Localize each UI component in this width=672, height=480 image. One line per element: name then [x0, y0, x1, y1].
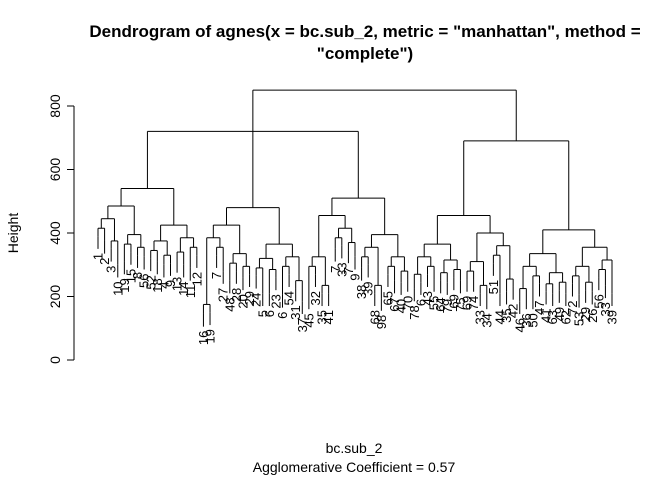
- leaf-labels: 1231019158565218491314111216197274828202…: [91, 253, 620, 345]
- leaf-label: 48: [222, 297, 237, 311]
- leaf-label: 64: [433, 297, 448, 311]
- y-tick-label-200: 200: [47, 285, 63, 309]
- leaf-label: 39: [605, 310, 620, 324]
- leaf-label: 37: [295, 318, 310, 332]
- leaf-label: 35: [499, 308, 514, 322]
- leaf-label: 28: [229, 288, 244, 302]
- leaf-label: 13: [170, 277, 185, 291]
- leaf-label: 35: [315, 310, 330, 324]
- leaf-label: 62: [558, 310, 573, 324]
- leaf-label: 56: [591, 294, 606, 308]
- leaf-label: 41: [321, 310, 336, 324]
- leaf-label: 31: [288, 305, 303, 319]
- leaf-label: 38: [354, 285, 369, 299]
- chart-title-line1: Dendrogram of agnes(x = bc.sub_2, metric…: [89, 22, 640, 41]
- leaf-label: 5: [255, 310, 270, 317]
- leaf-label: 4: [156, 281, 171, 288]
- leaf-label: 29: [242, 291, 257, 305]
- leaf-label: 9: [348, 274, 363, 281]
- leaf-label: 7: [209, 272, 224, 279]
- leaf-label: 46: [512, 318, 527, 332]
- leaf-label: 47: [532, 301, 547, 315]
- y-axis: 0 200 400 600 800: [47, 94, 75, 364]
- x-axis-label: bc.sub_2: [326, 440, 383, 456]
- leaf-label: 1: [91, 253, 106, 260]
- leaf-label: 68: [367, 310, 382, 324]
- leaf-label: 54: [282, 291, 297, 305]
- leaf-label: 10: [110, 281, 125, 295]
- leaf-label: 34: [479, 313, 494, 327]
- leaf-label: 43: [420, 291, 435, 305]
- leaf-label: 65: [380, 291, 395, 305]
- leaf-label: 40: [394, 299, 409, 313]
- leaf-label: 27: [216, 288, 231, 302]
- leaf-label: 18: [150, 278, 165, 292]
- leaf-label: 14: [176, 281, 191, 295]
- leaf-label: 49: [552, 307, 567, 321]
- y-tick-label-600: 600: [47, 158, 63, 182]
- y-tick-label-0: 0: [47, 356, 63, 364]
- y-tick-label-800: 800: [47, 94, 63, 118]
- leaf-label: 6: [413, 299, 428, 306]
- leaf-label: 41: [539, 308, 554, 322]
- leaf-label: 79: [440, 299, 455, 313]
- leaf-label: 50: [525, 313, 540, 327]
- leaf-label: 7: [328, 266, 343, 273]
- leaf-label: 53: [572, 312, 587, 326]
- leaf-label: 78: [407, 305, 422, 319]
- leaf-label: 29: [578, 307, 593, 321]
- leaf-label: 6: [275, 312, 290, 319]
- leaf-label: 3: [104, 266, 119, 273]
- leaf-label: 19: [117, 278, 132, 292]
- leaf-label: 33: [598, 302, 613, 316]
- leaf-label: 26: [585, 308, 600, 322]
- leaf-label: 45: [301, 313, 316, 327]
- leaf-label: 52: [143, 275, 158, 289]
- leaf-label: 98: [374, 315, 389, 329]
- leaf-label: 8: [130, 272, 145, 279]
- leaf-label: 44: [493, 310, 508, 324]
- leaf-label: 67: [387, 297, 402, 311]
- leaf-label: 23: [268, 294, 283, 308]
- leaf-label: 24: [249, 293, 264, 307]
- leaf-label: 15: [123, 269, 138, 283]
- leaf-label: 12: [189, 272, 204, 286]
- leaf-label: 42: [506, 304, 521, 318]
- leaf-label: 63: [545, 310, 560, 324]
- leaf-label: 16: [196, 331, 211, 345]
- leaf-label: 6: [262, 310, 277, 317]
- y-tick-label-400: 400: [47, 221, 63, 245]
- leaf-label: 20: [236, 294, 251, 308]
- agglomerative-coefficient: Agglomerative Coefficient = 0.57: [253, 459, 456, 475]
- leaf-label: 55: [427, 296, 442, 310]
- leaf-label: 32: [308, 291, 323, 305]
- leaf-label: 39: [361, 281, 376, 295]
- leaf-label: 33: [334, 262, 349, 276]
- leaf-label: 2: [97, 258, 112, 265]
- leaf-label: 69: [446, 294, 461, 308]
- leaf-label: 75: [453, 297, 468, 311]
- leaf-label: 70: [400, 296, 415, 310]
- leaf-label: 9: [163, 280, 178, 287]
- dendrogram-tree: [97, 89, 613, 327]
- leaf-label: 19: [203, 329, 218, 343]
- leaf-label: 33: [473, 310, 488, 324]
- leaf-label: 74: [466, 296, 481, 310]
- leaf-label: 51: [486, 280, 501, 294]
- leaf-label: 11: [183, 285, 198, 299]
- leaf-label: 56: [137, 274, 152, 288]
- leaf-label: 69: [460, 296, 475, 310]
- y-axis-label: Height: [5, 213, 21, 254]
- leaf-label: 72: [565, 301, 580, 315]
- leaf-label: 36: [519, 313, 534, 327]
- leaf-label: 7: [341, 267, 356, 274]
- chart-title-line2: "complete"): [317, 44, 413, 63]
